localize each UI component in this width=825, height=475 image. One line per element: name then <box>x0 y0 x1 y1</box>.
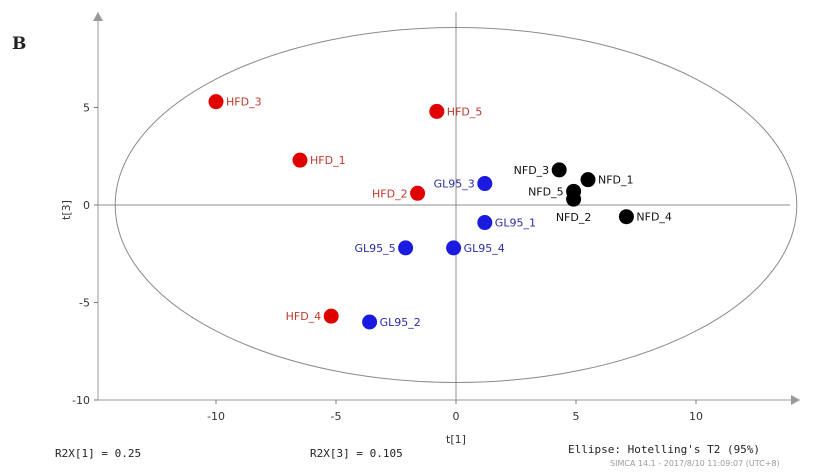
axes-layer: -10 -5 0 5 10 -10 -5 0 5 <box>72 12 800 423</box>
grid-layer <box>98 12 790 400</box>
y-tick-label: -5 <box>79 297 90 310</box>
x-tick-label: -5 <box>331 410 342 423</box>
y-tick-label: 0 <box>83 199 90 212</box>
x-tick-label: 0 <box>453 410 460 423</box>
data-point-hfd_3 <box>208 94 224 110</box>
data-point-gl95_3 <box>477 176 493 192</box>
point-label-hfd_1: HFD_1 <box>310 154 346 167</box>
point-label-nfd_4: NFD_4 <box>636 211 672 224</box>
x-tick-label: 10 <box>689 410 703 423</box>
y-tick-label: 5 <box>83 102 90 115</box>
point-label-hfd_2: HFD_2 <box>372 187 408 200</box>
point-label-hfd_4: HFD_4 <box>286 310 322 323</box>
data-point-gl95_5 <box>398 240 414 256</box>
x-axis-arrow <box>791 395 800 405</box>
point-label-nfd_1: NFD_1 <box>598 174 634 187</box>
point-label-gl95_4: GL95_4 <box>464 242 505 255</box>
x-tick-label: -10 <box>207 410 225 423</box>
ellipse-label: Ellipse: Hotelling's T2 (95%) <box>568 443 761 456</box>
point-label-gl95_1: GL95_1 <box>495 217 536 230</box>
point-label-hfd_3: HFD_3 <box>226 96 262 109</box>
point-label-gl95_3: GL95_3 <box>434 178 475 191</box>
data-point-nfd_2 <box>566 191 582 207</box>
y-tick-label: -10 <box>72 394 90 407</box>
point-label-gl95_2: GL95_2 <box>380 316 421 329</box>
y-axis-title: t[3] <box>60 200 73 220</box>
point-label-hfd_5: HFD_5 <box>447 105 483 118</box>
data-point-hfd_2 <box>410 185 426 201</box>
point-label-nfd_2: NFD_2 <box>556 211 592 224</box>
data-point-hfd_1 <box>292 152 308 168</box>
r2x3-label: R2X[3] = 0.105 <box>310 447 403 460</box>
x-tick-label: 5 <box>573 410 580 423</box>
data-point-nfd_4 <box>618 209 634 225</box>
x-axis-title: t[1] <box>446 433 466 446</box>
data-point-hfd_5 <box>429 103 445 119</box>
data-point-hfd_4 <box>323 308 339 324</box>
r2x1-label: R2X[1] = 0.25 <box>55 447 142 460</box>
data-point-gl95_1 <box>477 215 493 231</box>
software-stamp: SIMCA 14.1 - 2017/8/10 11:09:07 (UTC+8) <box>610 459 780 468</box>
y-axis-arrow <box>93 12 103 21</box>
data-point-nfd_3 <box>551 162 567 178</box>
point-label-gl95_5: GL95_5 <box>354 242 395 255</box>
points-layer: HFD_3 HFD_5 HFD_1 HFD_2 HFD_4 GL95_3 GL95_1 GL9… <box>208 94 672 330</box>
data-point-gl95_2 <box>362 314 378 330</box>
hotelling-t2-ellipse <box>114 27 798 383</box>
point-label-nfd_5: NFD_5 <box>528 185 564 198</box>
data-point-gl95_4 <box>446 240 462 256</box>
point-label-nfd_3: NFD_3 <box>514 164 550 177</box>
data-point-nfd_1 <box>580 172 596 188</box>
ellipse-layer <box>114 27 798 383</box>
panel-letter: B <box>12 34 27 54</box>
